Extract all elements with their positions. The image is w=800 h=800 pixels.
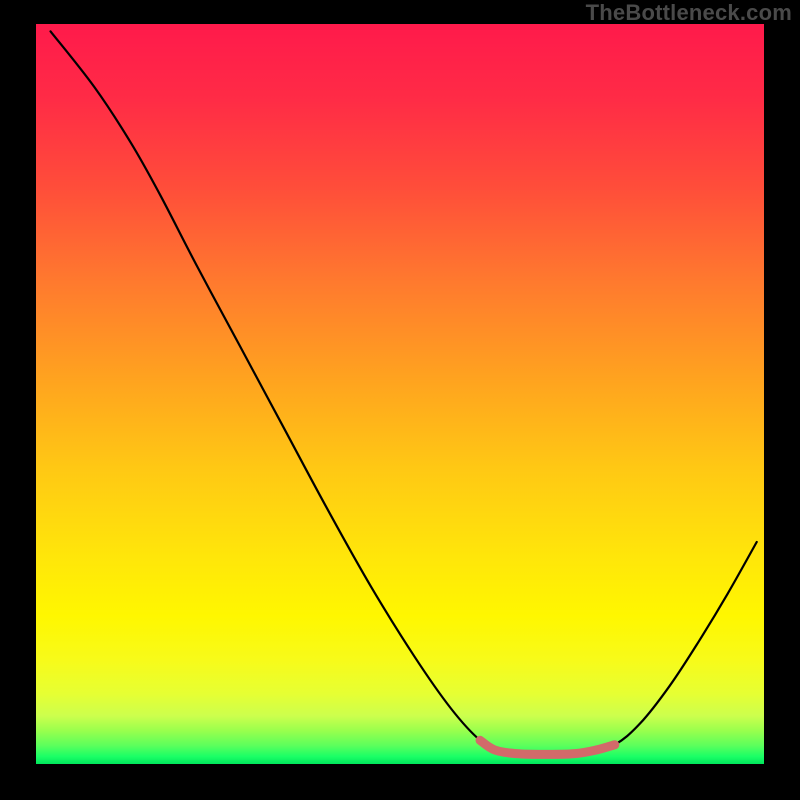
chart-svg — [0, 0, 800, 800]
plot-background — [36, 24, 764, 764]
attribution-text: TheBottleneck.com — [586, 0, 792, 26]
